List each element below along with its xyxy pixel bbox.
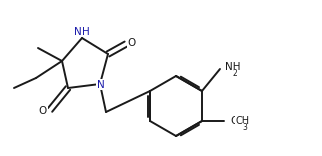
Text: CH: CH	[235, 116, 250, 126]
Text: O: O	[39, 106, 47, 116]
Text: NH: NH	[225, 62, 241, 72]
Text: O: O	[230, 116, 238, 126]
Text: H: H	[82, 27, 90, 37]
Text: 3: 3	[242, 123, 247, 132]
Text: N: N	[97, 80, 104, 90]
Text: O: O	[128, 38, 136, 48]
Text: 2: 2	[232, 69, 237, 78]
Text: N: N	[74, 27, 81, 37]
